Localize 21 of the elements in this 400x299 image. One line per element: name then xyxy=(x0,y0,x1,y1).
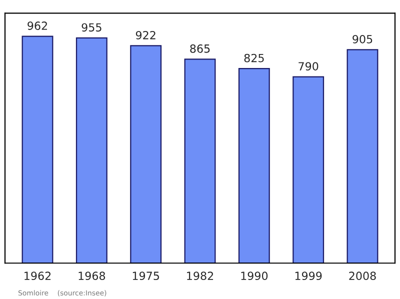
data-label: 905 xyxy=(352,34,372,44)
bar xyxy=(238,68,270,264)
x-tick-label: 1990 xyxy=(241,272,268,280)
data-label: 922 xyxy=(136,30,156,40)
bar xyxy=(184,58,216,264)
bar xyxy=(292,76,324,264)
data-label: 962 xyxy=(28,22,47,30)
x-tick-label: 1975 xyxy=(132,272,159,280)
data-label: 825 xyxy=(244,54,264,62)
data-label: 865 xyxy=(190,44,210,53)
bar xyxy=(130,45,162,264)
x-tick-label: 2008 xyxy=(349,272,376,280)
bar xyxy=(346,49,378,264)
data-label: 955 xyxy=(82,23,102,32)
data-label: 790 xyxy=(298,62,318,71)
x-tick-label: 1982 xyxy=(187,272,214,280)
x-tick-label: 1962 xyxy=(24,272,51,280)
x-tick-label: 1999 xyxy=(295,272,322,280)
bar xyxy=(76,37,108,264)
bar xyxy=(22,36,54,264)
x-tick-label: 1968 xyxy=(78,272,106,280)
